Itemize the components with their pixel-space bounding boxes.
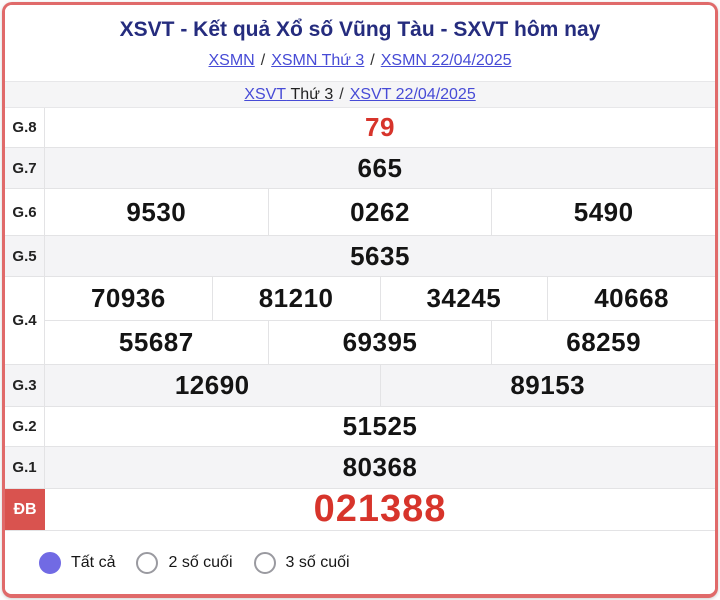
radio-selected-icon[interactable] (39, 551, 61, 574)
sub-breadcrumb: XSVT Thứ 3 / XSVT 22/04/2025 (5, 81, 715, 108)
prize-value-g6-3: 5490 (491, 189, 715, 235)
results-table: G.8 79 G.7 665 G.6 9530 0262 5490 G.5 56… (5, 108, 715, 531)
breadcrumb-link-xsmn-weekday[interactable]: XSMN Thứ 3 (271, 52, 365, 69)
filter-option-label: Tất cả (71, 553, 116, 571)
sub-breadcrumb-weekday-text: Thứ 3 (290, 85, 334, 103)
page-title: XSVT - Kết quả Xổ số Vũng Tàu - SXVT hôm… (119, 18, 601, 41)
prize-value-g8: 79 (365, 112, 395, 142)
prize-row-g4: G.4 70936 81210 34245 40668 55687 69395 … (5, 277, 715, 365)
prize-row-g1: G.1 80368 (5, 447, 715, 489)
breadcrumb-separator: / (260, 52, 266, 69)
sub-breadcrumb-link-xsvt-weekday[interactable]: XSVT Thứ 3 (244, 86, 333, 104)
prize-value-g2: 51525 (342, 411, 418, 441)
prize-value-g1: 80368 (342, 452, 418, 482)
prize-value-g4-6: 69395 (267, 321, 492, 364)
filter-option-label: 2 số cuối (168, 553, 233, 571)
prize-label-g5: G.5 (5, 236, 45, 276)
prize-label-db-badge: ĐB (5, 489, 45, 530)
breadcrumb-separator: / (370, 52, 375, 69)
prize-row-g7: G.7 665 (5, 148, 715, 189)
prize-value-g5: 5635 (350, 240, 410, 271)
prize-value-db: 021388 (313, 488, 447, 530)
radio-unselected-icon[interactable] (136, 551, 159, 574)
prize-value-g3-2: 89153 (379, 365, 716, 406)
sub-breadcrumb-link-xsvt-date[interactable]: XSVT 22/04/2025 (349, 85, 476, 103)
radio-unselected-icon[interactable] (253, 551, 276, 574)
prize-value-g3-1: 12690 (174, 370, 250, 400)
breadcrumb-link-xsmn[interactable]: XSMN (208, 52, 255, 69)
prize-value-g4-7: 68259 (491, 321, 715, 364)
prize-label-g6: G.6 (5, 189, 45, 235)
display-filter-group: Tất cả 2 số cuối 3 số cuối (5, 531, 715, 594)
prize-row-g5: G.5 5635 (5, 236, 715, 277)
filter-option-label: 3 số cuối (285, 553, 350, 571)
prize-row-db: ĐB 021388 (5, 488, 715, 531)
prize-value-g6-1: 9530 (126, 196, 187, 227)
prize-value-g6-2: 0262 (267, 189, 492, 235)
breadcrumb-separator: / (339, 85, 344, 103)
prize-row-g3: G.3 12690 89153 (5, 365, 715, 407)
filter-option-last3[interactable]: 3 số cuối (253, 551, 350, 574)
breadcrumb: XSMN / XSMN Thứ 3 / XSMN 22/04/2025 (5, 50, 715, 72)
prize-value-g4-2: 81210 (211, 277, 380, 320)
prize-label-g7: G.7 (5, 148, 45, 188)
prize-row-g2: G.2 51525 (5, 407, 715, 447)
prize-label-g1: G.1 (5, 447, 45, 488)
prize-label-g3: G.3 (5, 365, 45, 406)
filter-option-last2[interactable]: 2 số cuối (136, 551, 233, 574)
prize-row-g6: G.6 9530 0262 5490 (5, 189, 715, 236)
prize-value-g4-1: 70936 (90, 283, 166, 313)
prize-label-g4: G.4 (5, 277, 45, 364)
sub-breadcrumb-link-text: XSVT (244, 85, 287, 103)
prize-label-g2: G.2 (5, 407, 45, 446)
prize-row-g8: G.8 79 (5, 108, 715, 148)
prize-value-g4-3: 34245 (379, 277, 548, 320)
prize-value-g4-5: 55687 (118, 327, 194, 357)
header: XSVT - Kết quả Xổ số Vũng Tàu - SXVT hôm… (5, 5, 715, 72)
prize-value-g7: 665 (357, 152, 403, 183)
prize-value-g4-4: 40668 (547, 277, 715, 320)
breadcrumb-link-xsmn-date[interactable]: XSMN 22/04/2025 (380, 52, 512, 69)
filter-option-all[interactable]: Tất cả (39, 551, 116, 574)
prize-label-g8: G.8 (5, 108, 45, 147)
